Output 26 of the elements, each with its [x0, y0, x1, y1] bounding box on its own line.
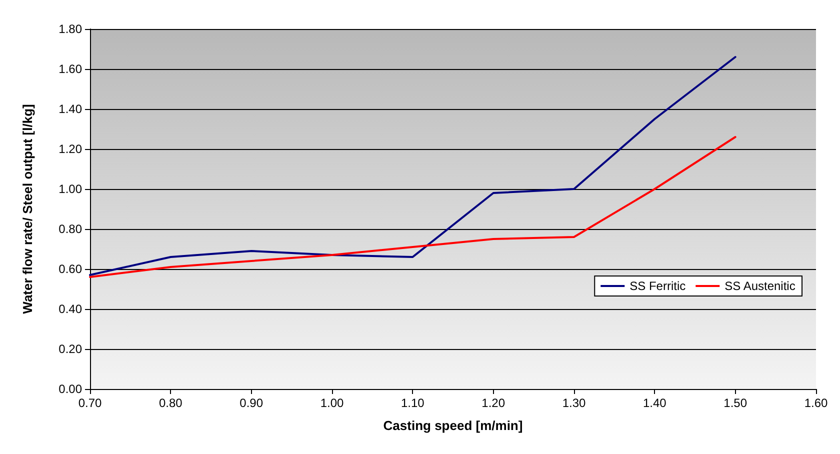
x-tick-label: 1.60	[804, 396, 828, 410]
line-series	[89, 136, 736, 278]
y-tick-label: 1.00	[58, 182, 82, 196]
x-tick-label: 1.40	[642, 396, 667, 410]
y-tick-label: 1.80	[58, 22, 82, 36]
x-axis-title: Casting speed [m/min]	[383, 418, 523, 433]
y-axis-title: Water flow rate/ Steel output [l/kg]	[20, 104, 35, 314]
x-tick-label: 1.00	[320, 396, 344, 410]
legend-label: SS Austenitic	[724, 279, 796, 293]
line-series	[89, 56, 736, 276]
x-tick-label: 1.10	[400, 396, 425, 410]
y-tick-label: 1.20	[58, 142, 82, 156]
legend-label: SS Ferritic	[630, 279, 686, 293]
x-tick-label: 1.50	[724, 396, 748, 410]
x-tick-label: 1.30	[562, 396, 586, 410]
x-tick-label: 1.20	[482, 396, 506, 410]
x-tick-label: 0.80	[158, 396, 183, 410]
y-tick-label: 0.80	[58, 222, 82, 236]
y-tick-label: 0.60	[58, 262, 82, 276]
x-tick-label: 0.70	[78, 396, 102, 410]
y-tick-label: 1.60	[58, 62, 82, 76]
y-tick-label: 0.40	[58, 302, 82, 316]
y-tick-label: 0.00	[58, 382, 82, 396]
y-tick-label: 0.20	[58, 342, 82, 356]
y-tick-label: 1.40	[58, 102, 82, 116]
x-tick-label: 0.90	[240, 396, 264, 410]
